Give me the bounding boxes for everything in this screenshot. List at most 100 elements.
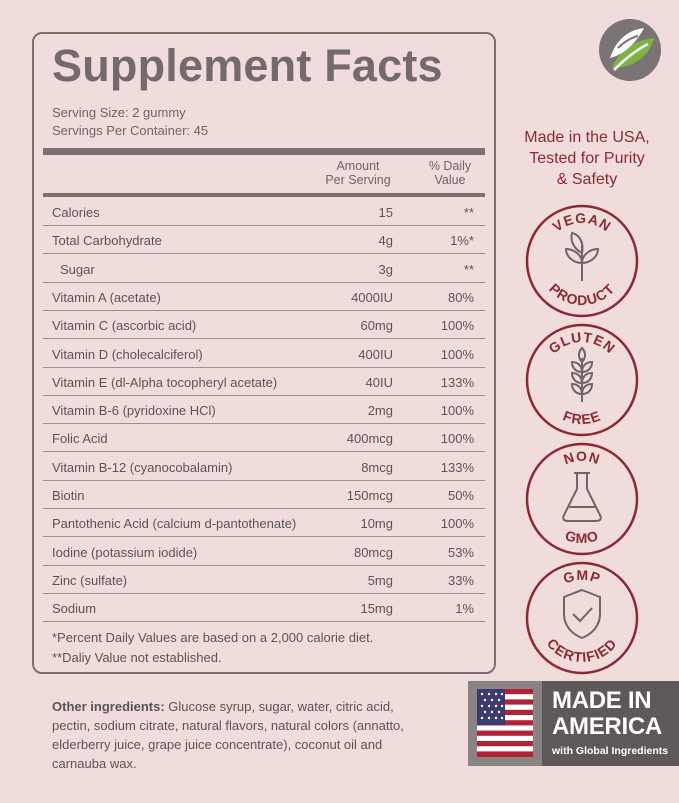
table-row: Sugar 3g **	[43, 255, 485, 283]
nutrient-name: Vitamin B-6 (pyridoxine HCl)	[52, 403, 216, 419]
nutrient-daily-value: 133%	[440, 459, 474, 475]
supplement-facts-panel	[32, 32, 496, 674]
column-header-amount: Amount Per Serving	[313, 159, 403, 187]
badge-bottom-text: FREE	[561, 407, 602, 427]
made-in-america-text: MADE IN AMERICA with Global Ingredients	[542, 681, 679, 766]
badge-top-text: VEGAN	[549, 210, 613, 235]
table-row: Vitamin D (cholecalciferol) 400IU 100%	[43, 340, 485, 368]
table-row: Vitamin C (ascorbic acid) 60mg 100%	[43, 311, 485, 340]
vegan-product-badge: VEGAN PRODUCT	[525, 204, 639, 318]
column-header-daily-value: % Daily Value	[418, 159, 482, 187]
nutrient-amount: 2mg	[367, 403, 393, 419]
column-header-dv-line1: % Daily	[428, 159, 472, 173]
nutrient-amount: 60mg	[360, 318, 393, 334]
badge-bottom-text: CERTIFIED	[544, 635, 619, 665]
other-ingredients-label: Other ingredients:	[52, 699, 165, 714]
nutrient-name: Calories	[52, 205, 100, 220]
leaf-icon	[564, 231, 600, 281]
nutrient-name: Vitamin C (ascorbic acid)	[52, 318, 197, 334]
badge-bottom-text: GMO	[563, 527, 599, 546]
nutrient-name: Vitamin B-12 (cyanocobalamin)	[52, 459, 233, 475]
table-row: Vitamin A (acetate) 4000IU 80%	[43, 283, 485, 311]
nutrient-name: Vitamin A (acetate)	[52, 289, 161, 305]
column-header-dv-line2: Value	[434, 173, 466, 187]
svg-text:CERTIFIED: CERTIFIED	[544, 635, 620, 665]
footnote-daily-values: *Percent Daily Values are based on a 2,0…	[52, 630, 374, 645]
nutrient-amount: 150mcg	[346, 488, 393, 503]
other-ingredients: Other ingredients: Glucose syrup, sugar,…	[52, 697, 422, 773]
table-row: Zinc (sulfate) 5mg 33%	[43, 566, 485, 594]
nutrient-daily-value: 1%*	[450, 233, 474, 249]
table-row: Biotin 150mcg 50%	[43, 481, 485, 509]
badge-top-text: GLUTEN	[545, 329, 618, 357]
made-in-america-line1: MADE IN	[552, 687, 652, 714]
nutrient-name: Sugar	[60, 261, 95, 277]
nutrient-daily-value: 80%	[447, 289, 474, 305]
svg-text:VEGAN: VEGAN	[549, 210, 614, 235]
table-row: Vitamin B-6 (pyridoxine HCl) 2mg 100%	[43, 396, 485, 425]
nutrient-daily-value: 33%	[447, 572, 474, 588]
svg-text:GMP: GMP	[561, 567, 603, 587]
nutrient-amount: 400mcg	[346, 431, 393, 447]
nutrient-daily-value: 50%	[447, 488, 474, 503]
gmp-certified-badge: GMP CERTIFIED	[525, 561, 639, 675]
nutrient-daily-value: 53%	[447, 544, 474, 560]
shield-check-icon	[563, 588, 601, 640]
wheat-icon	[570, 346, 594, 402]
other-ingredients-text: Glucose syrup, sugar, water, citric acid…	[52, 699, 404, 771]
made-in-usa-line1: Made in the USA,	[524, 129, 650, 146]
nutrient-amount: 15mg	[360, 601, 393, 617]
column-header-amount-line2: Per Serving	[325, 173, 391, 187]
column-header-amount-line1: Amount	[336, 159, 380, 173]
table-row: Folic Acid 400mcg 100%	[43, 424, 485, 453]
nutrient-name: Folic Acid	[52, 431, 108, 447]
flask-icon	[562, 472, 602, 522]
nutrient-name: Vitamin E (dl-Alpha tocopheryl acetate)	[52, 374, 278, 390]
nutrient-name: Vitamin D (cholecalciferol)	[52, 346, 203, 362]
svg-text:NON: NON	[562, 448, 603, 467]
badge-bottom-text: PRODUCT	[546, 280, 617, 308]
nutrient-daily-value: 133%	[440, 374, 474, 390]
table-row: Vitamin B-12 (cyanocobalamin) 8mcg 133%	[43, 453, 485, 481]
nutrient-amount: 80mcg	[353, 544, 393, 560]
svg-text:GLUTEN: GLUTEN	[545, 329, 619, 357]
nutrient-name: Iodine (potassium iodide)	[52, 544, 198, 560]
made-in-america-badge: MADE IN AMERICA with Global Ingredients	[468, 681, 679, 766]
nutrient-daily-value: 100%	[440, 318, 474, 334]
nutrient-daily-value: 100%	[440, 431, 474, 447]
nutrient-amount: 5mg	[367, 572, 393, 588]
brand-logo-icon	[599, 19, 661, 81]
nutrient-amount: 10mg	[360, 516, 393, 532]
us-flag-icon	[477, 689, 533, 757]
nutrient-name: Total Carbohydrate	[52, 233, 162, 249]
made-in-america-line2: AMERICA	[552, 713, 662, 740]
made-in-usa-statement: Made in the USA, Tested for Purity & Saf…	[512, 127, 662, 190]
divider-thick	[43, 148, 485, 155]
nutrient-amount: 40IU	[365, 374, 393, 390]
nutrient-amount: 15	[378, 205, 393, 220]
nutrient-amount: 8mcg	[361, 459, 393, 475]
nutrient-daily-value: 100%	[440, 516, 474, 532]
table-row: Vitamin E (dl-Alpha tocopheryl acetate) 4…	[43, 368, 485, 396]
nutrient-name: Pantothenic Acid (calcium d-pantothenate…	[52, 516, 297, 532]
nutrient-amount: 3g	[378, 261, 393, 277]
us-flag-panel	[468, 681, 542, 766]
svg-text:PRODUCT: PRODUCT	[546, 280, 618, 308]
made-in-usa-line3: & Safety	[556, 171, 618, 188]
table-row: Iodine (potassium iodide) 80mcg 53%	[43, 538, 485, 566]
nutrient-name: Biotin	[52, 488, 85, 503]
nutrient-daily-value: 100%	[440, 346, 474, 362]
nutrient-amount: 4000IU	[351, 289, 393, 305]
svg-text:GMO: GMO	[563, 527, 600, 546]
nutrient-name: Sodium	[52, 601, 97, 617]
serving-size: Serving Size: 2 gummy	[52, 105, 186, 120]
made-in-usa-line2: Tested for Purity	[529, 150, 645, 167]
made-in-america-line3: with Global Ingredients	[552, 745, 669, 757]
badge-top-text: GMP	[561, 567, 602, 587]
gluten-free-badge: GLUTEN FREE	[525, 323, 639, 437]
table-row: Pantothenic Acid (calcium d-pantothenate…	[43, 509, 485, 538]
nutrient-daily-value: 100%	[440, 403, 474, 419]
non-gmo-badge: NON GMO	[525, 442, 639, 556]
table-row: Sodium 15mg 1%	[43, 594, 485, 623]
supplement-facts-title: Supplement Facts	[52, 40, 443, 91]
